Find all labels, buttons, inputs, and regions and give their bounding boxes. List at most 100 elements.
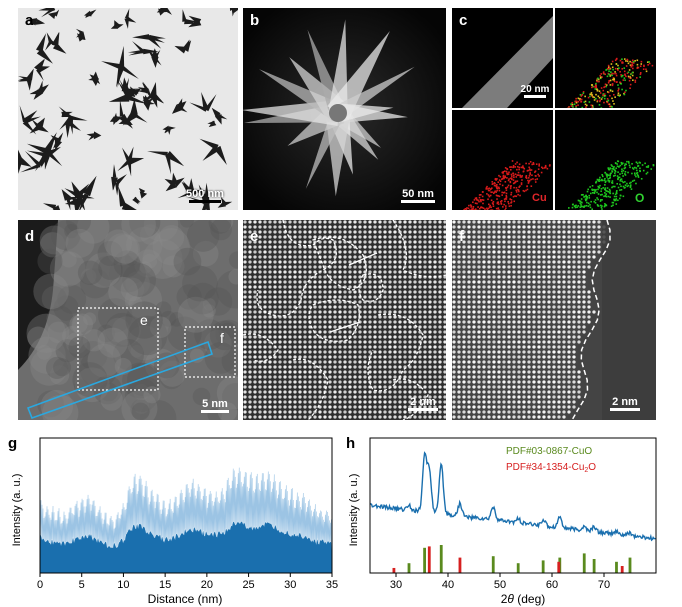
atom-column bbox=[338, 350, 342, 354]
eds-signal-dot bbox=[503, 176, 505, 179]
eds-signal-dot bbox=[506, 168, 509, 171]
atom-column bbox=[497, 250, 501, 254]
atom-column bbox=[472, 385, 476, 389]
atom-column bbox=[567, 355, 571, 359]
eds-signal-dot bbox=[579, 93, 582, 96]
atom-column bbox=[353, 240, 357, 244]
eds-signal-dot bbox=[482, 202, 484, 205]
atom-column bbox=[507, 345, 511, 349]
eds-signal-dot bbox=[625, 75, 627, 78]
eds-signal-dot bbox=[502, 206, 504, 208]
atom-column bbox=[428, 340, 432, 344]
atom-column bbox=[418, 295, 422, 299]
eds-signal-dot bbox=[495, 185, 497, 187]
eds-signal-dot bbox=[535, 163, 538, 166]
contrast-blob bbox=[108, 255, 146, 293]
atom-column bbox=[333, 360, 337, 364]
atom-column bbox=[363, 415, 367, 419]
atom-column bbox=[567, 405, 571, 409]
contrast-blob bbox=[122, 263, 156, 297]
atom-column bbox=[552, 275, 556, 279]
nanostar-spike bbox=[31, 118, 41, 129]
atom-column bbox=[273, 270, 277, 274]
atom-column bbox=[557, 375, 561, 379]
eds-signal-dot bbox=[595, 181, 597, 184]
eds-signal-dot bbox=[521, 179, 523, 181]
atom-column bbox=[353, 225, 357, 229]
atom-column bbox=[403, 295, 407, 299]
atom-column bbox=[443, 410, 446, 414]
atom-column bbox=[443, 355, 446, 359]
atom-column bbox=[552, 335, 556, 339]
atom-column bbox=[567, 400, 571, 404]
eds-signal-dot bbox=[619, 194, 622, 197]
cu2o-reference-stick bbox=[458, 557, 462, 573]
atom-column bbox=[452, 335, 456, 339]
atom-column bbox=[278, 380, 282, 384]
atom-column bbox=[408, 330, 412, 334]
atom-column bbox=[423, 370, 427, 374]
atom-column bbox=[452, 315, 456, 319]
eds-signal-dot bbox=[617, 186, 620, 189]
atom-column bbox=[428, 330, 432, 334]
eds-signal-dot bbox=[506, 177, 508, 179]
atom-column bbox=[467, 400, 471, 404]
atom-column bbox=[268, 360, 272, 364]
eds-signal-dot bbox=[578, 200, 581, 202]
eds-signal-dot bbox=[491, 202, 494, 204]
atom-column bbox=[298, 330, 302, 334]
atom-column bbox=[497, 310, 501, 314]
eds-quadrant-bg bbox=[452, 110, 553, 210]
atom-column bbox=[333, 380, 337, 384]
atom-column bbox=[433, 395, 437, 399]
atom-column bbox=[363, 310, 367, 314]
atom-column bbox=[532, 355, 536, 359]
atom-column bbox=[452, 365, 456, 369]
atom-column bbox=[562, 270, 566, 274]
atom-column bbox=[492, 265, 496, 269]
eds-signal-dot bbox=[584, 198, 587, 200]
atom-column bbox=[552, 405, 556, 409]
atom-column bbox=[527, 370, 531, 374]
nanostar-spike bbox=[177, 191, 192, 199]
tem-nanostars-image bbox=[18, 8, 238, 210]
atom-column bbox=[253, 355, 257, 359]
eds-signal-dot bbox=[496, 189, 498, 192]
atom-column bbox=[517, 405, 521, 409]
atom-column bbox=[248, 395, 252, 399]
atom-column bbox=[378, 380, 382, 384]
atom-column bbox=[457, 280, 461, 284]
eds-signal-dot bbox=[491, 191, 493, 193]
atom-column bbox=[537, 360, 541, 364]
atom-column bbox=[487, 350, 491, 354]
atom-column bbox=[318, 250, 322, 254]
atom-column bbox=[497, 280, 501, 284]
atom-column bbox=[418, 415, 422, 419]
atom-column bbox=[527, 220, 531, 224]
atom-column bbox=[452, 410, 456, 414]
atom-column bbox=[537, 320, 541, 324]
atom-column bbox=[248, 375, 252, 379]
atom-column bbox=[542, 220, 546, 224]
eds-signal-dot bbox=[505, 192, 508, 195]
atom-column bbox=[452, 360, 456, 364]
atom-column bbox=[443, 245, 446, 249]
atom-column bbox=[388, 345, 392, 349]
atom-column bbox=[492, 235, 496, 239]
eds-signal-dot bbox=[488, 187, 490, 190]
atom-column bbox=[358, 375, 362, 379]
atom-column bbox=[512, 370, 516, 374]
eds-signal-dot bbox=[525, 174, 528, 177]
atom-column bbox=[552, 220, 556, 224]
atom-column bbox=[487, 290, 491, 294]
atom-column bbox=[567, 235, 571, 239]
eds-signal-dot bbox=[619, 178, 622, 181]
atom-column bbox=[477, 370, 481, 374]
atom-column bbox=[413, 415, 417, 419]
eds-signal-dot bbox=[586, 196, 588, 198]
eds-signal-dot bbox=[615, 198, 618, 200]
atom-column bbox=[368, 280, 372, 284]
atom-column bbox=[482, 345, 486, 349]
atom-column bbox=[467, 330, 471, 334]
eds-signal-dot bbox=[591, 189, 594, 192]
